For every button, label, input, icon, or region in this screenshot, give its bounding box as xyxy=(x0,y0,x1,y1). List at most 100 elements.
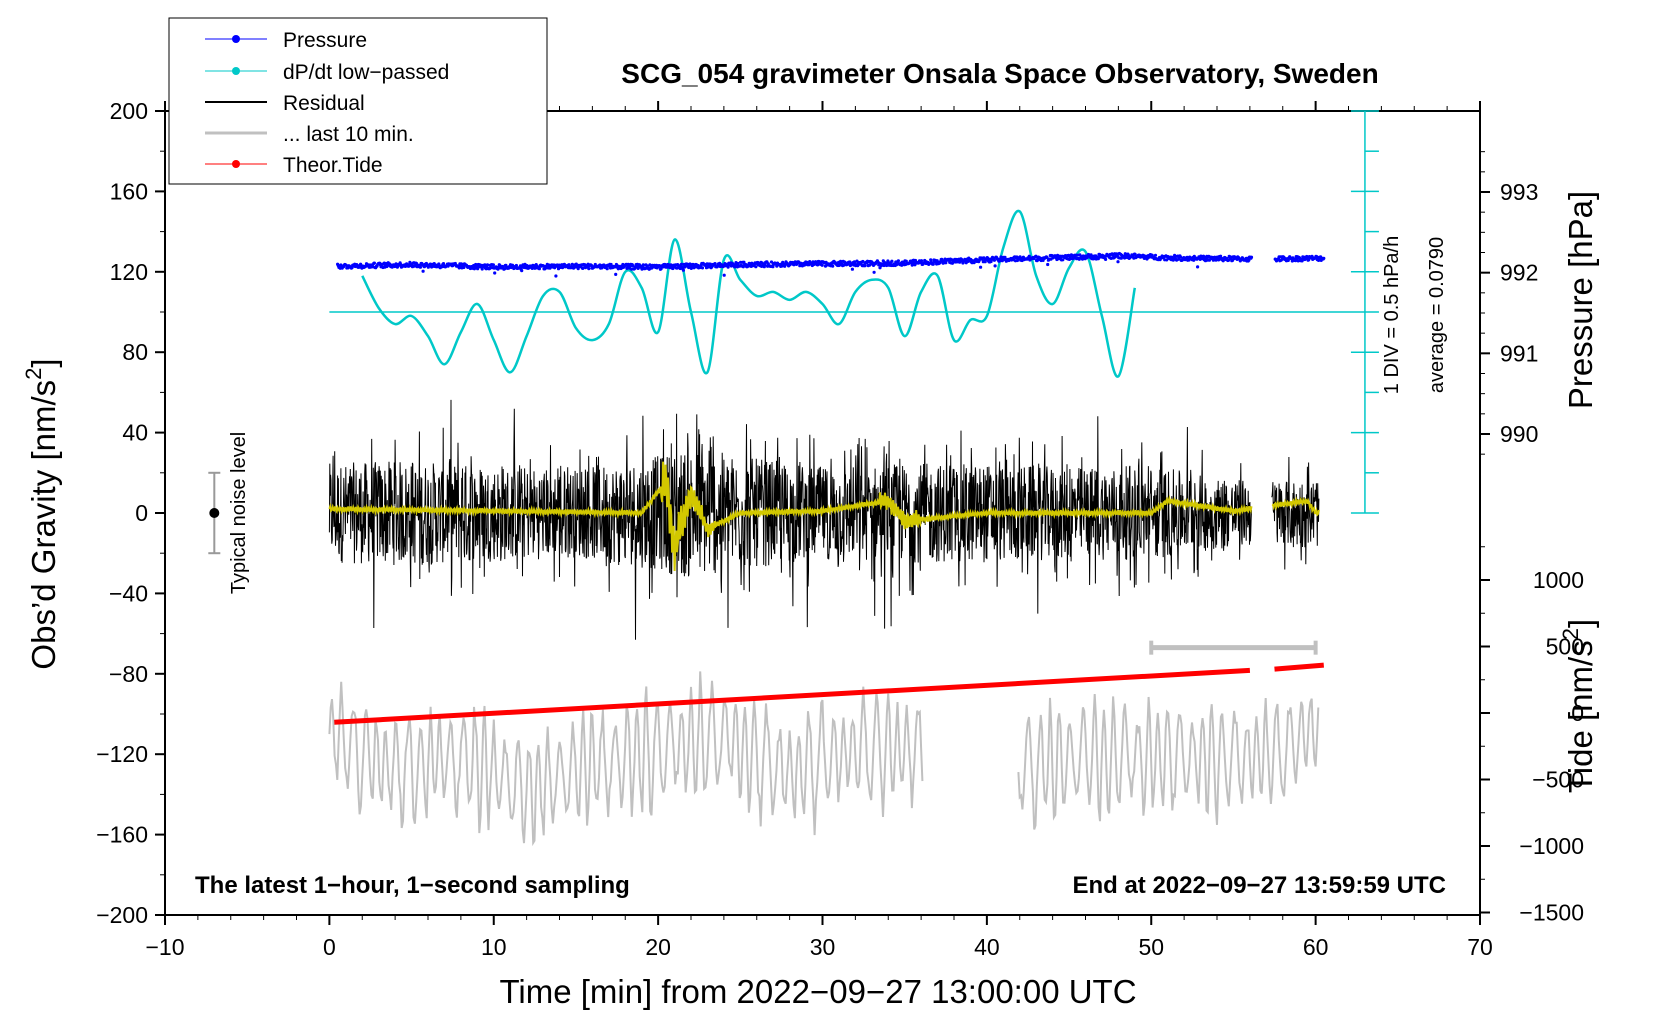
tide-line-end xyxy=(1274,662,1325,672)
pressure-point xyxy=(992,258,997,262)
tide-tick-label: 1000 xyxy=(1533,567,1584,593)
pressure-point xyxy=(659,267,663,271)
pressure-point xyxy=(525,264,529,268)
pressure-point xyxy=(1075,253,1079,257)
tide-line xyxy=(334,667,1251,725)
pressure-point xyxy=(605,267,609,271)
legend-tide-label: Theor.Tide xyxy=(283,154,383,177)
y-tick-label: 200 xyxy=(110,98,148,124)
pressure-point xyxy=(1104,257,1108,261)
pressure-point xyxy=(919,259,924,263)
pressure-point xyxy=(1207,258,1211,262)
pressure-point xyxy=(418,265,422,269)
pressure-point xyxy=(372,261,376,265)
x-tick-label: 10 xyxy=(481,934,507,960)
pressure-point xyxy=(462,265,466,270)
residual-filtered-group xyxy=(328,461,1320,572)
pressure-point xyxy=(989,259,993,264)
pressure-axis-title: Pressure [hPa] xyxy=(1562,191,1599,409)
pressure-series-group xyxy=(336,251,1326,278)
tide-axis-title: Tide [nm/s2] xyxy=(1558,619,1599,793)
pressure-point xyxy=(771,265,775,269)
pressure-point xyxy=(700,266,705,270)
y-tick-label: −200 xyxy=(96,902,148,928)
pressure-point xyxy=(636,266,640,270)
tide-axis: −1500 −1000 −500 0 500 1000 xyxy=(1480,546,1584,926)
extra-marks-group xyxy=(208,471,1318,655)
y-tick-label: −80 xyxy=(109,661,148,687)
y-axis-title: Obs’d Gravity [nm/s2] xyxy=(21,358,62,669)
pressure-point xyxy=(763,263,767,267)
x-tick-label: 30 xyxy=(810,934,836,960)
pressure-point xyxy=(1116,260,1120,264)
pressure-point xyxy=(1247,258,1251,262)
pressure-point xyxy=(683,265,687,269)
y-axis: −200 −160 −120 −80 −40 0 40 80 120 160 200 xyxy=(96,98,165,928)
x-tick-label: 40 xyxy=(974,934,1000,960)
last10-line xyxy=(328,671,1320,847)
pressure-point xyxy=(554,274,558,278)
pressure-point xyxy=(581,266,585,270)
y-tick-label: 0 xyxy=(135,500,148,526)
pressure-point xyxy=(441,262,446,266)
pressure-point xyxy=(820,263,824,267)
pressure-tick-label: 993 xyxy=(1500,179,1538,205)
pressure-point xyxy=(421,269,425,273)
pressure-point xyxy=(993,264,997,268)
x-tick-label: 50 xyxy=(1138,934,1164,960)
pressure-point xyxy=(1322,256,1326,260)
pressure-point xyxy=(614,272,618,276)
pressure-point xyxy=(1196,265,1200,269)
pressure-tick-label: 991 xyxy=(1500,340,1538,366)
pressure-point xyxy=(625,266,629,270)
pressure-point xyxy=(560,266,565,270)
tide-tick-label: −500 xyxy=(1532,767,1584,793)
dpdt-line xyxy=(361,209,1137,378)
pressure-point xyxy=(679,262,684,266)
last10-series-group xyxy=(328,671,1320,847)
latest-hour-note: The latest 1−hour, 1−second sampling xyxy=(195,872,630,899)
x-tick-label: 0 xyxy=(323,934,336,960)
residual-series-group xyxy=(328,399,1320,640)
pressure-point xyxy=(1153,253,1158,257)
pressure-point xyxy=(1061,258,1065,262)
pressure-point xyxy=(872,270,876,274)
pressure-point xyxy=(688,262,692,266)
div-label: 1 DIV = 0.5 hPa/h xyxy=(1381,236,1403,394)
pressure-point xyxy=(894,263,899,267)
pressure-point xyxy=(457,266,461,270)
pressure-point xyxy=(576,267,580,271)
pressure-point xyxy=(816,263,820,267)
pressure-point xyxy=(631,264,635,268)
legend-dpdt-label: dP/dt low−passed xyxy=(283,61,449,84)
average-label: average = 0.0790 xyxy=(1426,237,1448,393)
pressure-point xyxy=(754,265,758,269)
pressure-point xyxy=(491,263,495,267)
tide-tick-label: 0 xyxy=(1571,700,1584,726)
tide-tick-label: 500 xyxy=(1546,634,1584,660)
pressure-point xyxy=(537,267,542,271)
pressure-point xyxy=(1307,258,1311,262)
x-axis: −10 0 10 20 30 40 50 60 70 xyxy=(145,101,1493,960)
y-tick-label: 80 xyxy=(122,339,148,365)
pressure-point xyxy=(979,265,983,269)
pressure-point xyxy=(722,273,726,277)
pressure-point xyxy=(1165,258,1169,262)
noise-bar-dot xyxy=(209,508,220,518)
y-tick-label: −160 xyxy=(96,822,148,848)
y-tick-label: 160 xyxy=(110,178,148,204)
legend-tide-marker xyxy=(232,160,240,168)
pressure-point xyxy=(896,259,901,263)
pressure-point xyxy=(514,263,519,268)
residual-filtered-line xyxy=(328,461,1320,572)
x-tick-label: 20 xyxy=(645,934,671,960)
pressure-point xyxy=(890,259,894,263)
x-tick-label: 70 xyxy=(1467,934,1493,960)
tide-series-group xyxy=(334,662,1325,725)
pressure-axis: 990 991 992 993 xyxy=(1480,151,1538,455)
pressure-point xyxy=(1034,254,1038,258)
y-tick-label: −40 xyxy=(109,580,148,606)
legend-pressure-marker xyxy=(232,35,240,43)
pressure-point xyxy=(1015,258,1020,263)
pressure-tick-label: 992 xyxy=(1500,260,1538,286)
